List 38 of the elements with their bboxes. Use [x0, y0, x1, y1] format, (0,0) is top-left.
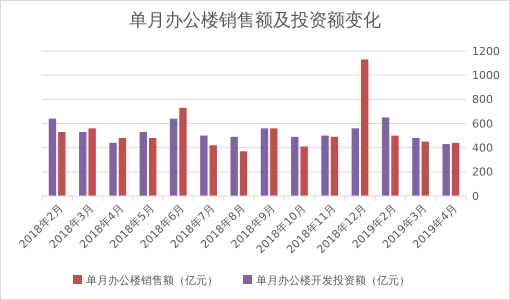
bar — [48, 118, 56, 196]
bar — [140, 132, 147, 196]
y-tick-label: 600 — [472, 117, 493, 130]
bar — [230, 136, 238, 196]
bar — [412, 138, 420, 196]
bar — [270, 128, 278, 196]
bar — [442, 144, 450, 196]
bar — [58, 132, 66, 196]
bar — [88, 128, 96, 196]
y-tick-label: 1200 — [472, 44, 500, 58]
bar — [321, 136, 329, 196]
bar — [240, 151, 248, 196]
bar — [382, 117, 390, 196]
legend-label: 单月办公楼开发投资额（亿元） — [256, 274, 410, 287]
y-tick-label: 400 — [472, 142, 493, 155]
bar — [109, 142, 117, 196]
bar — [79, 132, 86, 196]
y-tick-label: 800 — [472, 93, 493, 106]
bar — [452, 142, 460, 196]
chart-title: 单月办公楼销售额及投资额变化 — [129, 10, 381, 31]
y-tick-label: 0 — [472, 190, 479, 203]
bar — [391, 136, 399, 196]
legend-label: 单月办公楼销售额（亿元） — [86, 274, 218, 287]
bar — [170, 118, 178, 196]
y-tick-label: 1000 — [472, 69, 500, 82]
bar — [149, 138, 156, 196]
bar — [330, 136, 338, 196]
bar — [200, 136, 208, 196]
bar — [352, 128, 359, 196]
bar — [361, 59, 368, 196]
bar — [291, 136, 298, 196]
bar — [210, 145, 217, 196]
bar — [260, 128, 268, 196]
bar — [422, 142, 429, 196]
bar — [118, 138, 126, 196]
y-tick-label: 200 — [472, 166, 493, 179]
bar — [300, 146, 308, 196]
bar — [179, 108, 187, 196]
